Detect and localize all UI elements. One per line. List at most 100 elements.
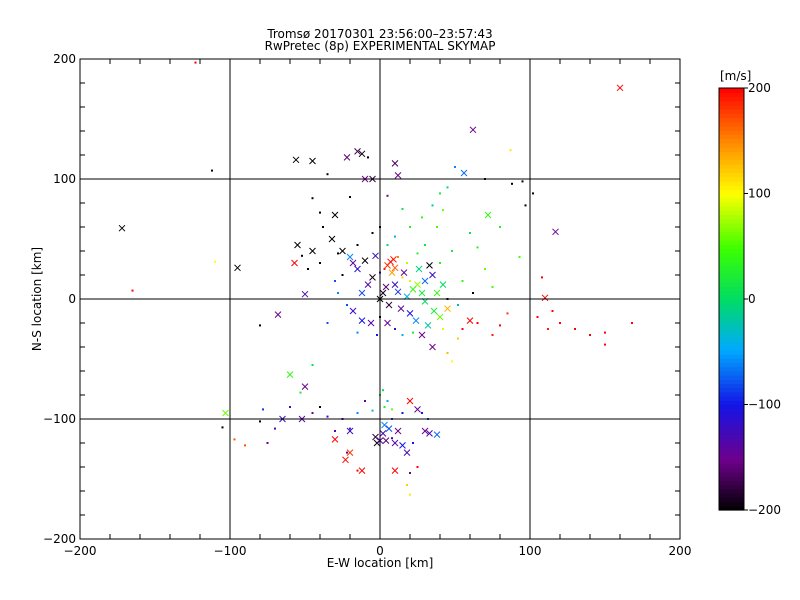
scatter-dot-marker: [436, 226, 438, 228]
x-tick-label: 0: [376, 544, 384, 558]
colorbar-band: [719, 505, 744, 511]
colorbar-band: [719, 383, 744, 389]
scatter-cross-marker: [354, 265, 361, 273]
scatter-dot-marker: [506, 312, 509, 315]
colorbar-band: [719, 138, 744, 144]
colorbar-band: [719, 480, 744, 486]
scatter-dot-marker: [521, 180, 524, 183]
scatter-dot-marker: [311, 197, 314, 200]
colorbar-band: [719, 467, 744, 473]
colorbar-band: [719, 104, 744, 110]
scatter-dot-marker: [476, 322, 479, 324]
scatter-dot-marker: [454, 166, 456, 168]
scatter-dot-marker: [262, 408, 264, 411]
scatter-dot-marker: [446, 186, 449, 189]
scatter-cross-marker: [349, 307, 357, 315]
scatter-dot-marker: [442, 328, 444, 330]
colorbar-band: [719, 227, 744, 233]
scatter-cross-marker: [331, 436, 339, 443]
colorbar-band: [719, 185, 744, 190]
colorbar-band: [719, 336, 744, 342]
colorbar-band: [719, 484, 744, 490]
colorbar-band: [719, 493, 744, 498]
colorbar-band: [719, 248, 744, 254]
scatter-dot-marker: [401, 412, 404, 414]
scatter-cross-marker: [426, 262, 433, 269]
scatter-cross-marker: [418, 289, 426, 297]
scatter-dot-marker: [532, 192, 534, 195]
scatter-dot-marker: [394, 328, 396, 330]
colorbar-band: [719, 168, 744, 173]
scatter-cross-marker: [384, 319, 391, 327]
colorbar-band: [719, 210, 744, 216]
scatter-dot-marker: [524, 204, 527, 207]
scatter-dot-marker: [412, 442, 414, 444]
scatter-cross-marker: [391, 467, 399, 474]
chart-subtitle: RwPretec (8p) EXPERIMENTAL SKYMAP: [265, 39, 496, 53]
colorbar-band: [719, 442, 744, 448]
scatter-cross-marker: [541, 294, 549, 302]
colorbar-band: [719, 294, 744, 300]
scatter-cross-marker: [301, 383, 309, 390]
scatter-dot-marker: [131, 289, 134, 292]
scatter-dot-marker: [214, 260, 216, 263]
colorbar-band: [719, 189, 744, 195]
scatter-dot-marker: [509, 149, 512, 152]
colorbar-band: [719, 425, 744, 431]
scatter-dot-marker: [289, 406, 291, 408]
colorbar-tick-label: 200: [748, 81, 771, 95]
scatter-dot-marker: [499, 324, 501, 327]
scatter-cross-marker: [343, 154, 351, 161]
colorbar-band: [719, 459, 744, 465]
colorbar-band: [719, 239, 744, 245]
colorbar-band: [719, 244, 744, 249]
scatter-cross-marker: [421, 427, 429, 435]
scatter-markers: [118, 61, 633, 496]
colorbar-band: [719, 438, 744, 444]
colorbar-band: [719, 121, 744, 127]
scatter-dot-marker: [259, 324, 261, 327]
scatter-cross-marker: [433, 289, 441, 297]
scatter-dot-marker: [406, 262, 408, 264]
scatter-cross-marker: [466, 317, 474, 324]
colorbar: [m/s] 200 100 0 −100 −200: [718, 69, 781, 517]
colorbar-band: [719, 290, 744, 296]
colorbar-tick-label: −100: [748, 398, 781, 412]
scatter-dot-marker: [376, 334, 378, 336]
scatter-cross-marker: [309, 247, 316, 255]
scatter-cross-marker: [346, 449, 354, 456]
scatter-cross-marker: [394, 288, 402, 296]
scatter-cross-marker: [469, 126, 477, 134]
colorbar-band: [719, 353, 744, 359]
colorbar-band: [719, 429, 744, 435]
scatter-dot-marker: [631, 322, 633, 324]
scatter-cross-marker: [421, 277, 429, 285]
colorbar-band: [719, 256, 744, 262]
scatter-cross-marker: [391, 439, 399, 447]
scatter-dot-marker: [386, 400, 389, 402]
scatter-cross-marker: [274, 311, 282, 318]
scatter-dot-marker: [446, 352, 449, 354]
scatter-cross-marker: [382, 437, 390, 444]
scatter-dot-marker: [451, 360, 453, 363]
scatter-dot-marker: [346, 304, 348, 306]
colorbar-band: [719, 125, 744, 131]
scatter-dot-marker: [397, 256, 399, 258]
colorbar-band: [719, 172, 744, 178]
scatter-cross-marker: [118, 224, 126, 232]
scatter-dot-marker: [461, 328, 464, 330]
scatter-cross-marker: [415, 265, 423, 273]
scatter-dot-marker: [322, 226, 324, 228]
scatter-dot-marker: [499, 226, 501, 228]
colorbar-band: [719, 155, 744, 161]
scatter-dot-marker: [394, 235, 396, 238]
scatter-dot-marker: [491, 286, 494, 288]
scatter-dot-marker: [409, 493, 411, 496]
scatter-cross-marker: [291, 259, 298, 267]
scatter-dot-marker: [416, 466, 419, 468]
colorbar-gradient: [719, 88, 744, 511]
scatter-dot-marker: [334, 430, 336, 432]
colorbar-band: [719, 180, 744, 186]
scatter-cross-marker: [436, 313, 444, 321]
colorbar-band: [719, 408, 744, 414]
